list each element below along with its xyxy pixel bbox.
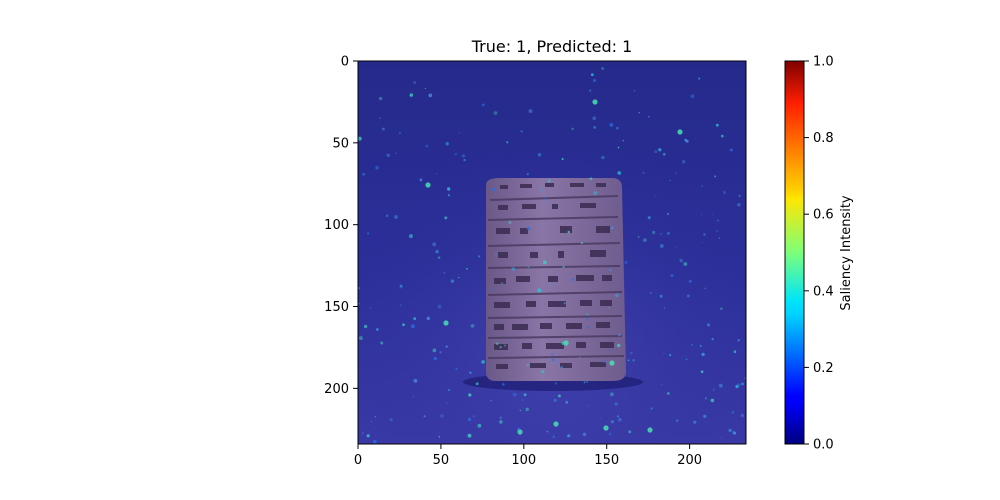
- colorbar-tick-label: 0.4: [813, 284, 834, 299]
- saliency-speckles: [358, 67, 746, 444]
- x-tick-label: 200: [677, 453, 702, 468]
- colorbar-ticks: 0.0 0.2 0.4 0.6 0.8 1.0: [804, 55, 834, 453]
- x-axis: 0 50 100 150 200: [354, 444, 702, 468]
- colorbar-gradient: [785, 61, 804, 444]
- y-tick-label: 100: [324, 218, 349, 233]
- y-axis: 0 50 100 150 200: [324, 55, 358, 397]
- x-tick-label: 0: [354, 453, 362, 468]
- colorbar-tick-label: 0.0: [813, 438, 834, 453]
- cuneiform-tablet: [486, 178, 626, 381]
- y-tick-label: 0: [341, 55, 349, 70]
- colorbar-tick-label: 0.2: [813, 361, 834, 376]
- chart-title: True: 1, Predicted: 1: [471, 37, 633, 56]
- y-tick-label: 200: [324, 382, 349, 397]
- colorbar: 0.0 0.2 0.4 0.6 0.8 1.0 Saliency Intensity: [784, 55, 854, 453]
- x-tick-label: 50: [433, 453, 450, 468]
- y-tick-label: 50: [332, 136, 349, 151]
- x-tick-label: 150: [594, 453, 619, 468]
- x-tick-label: 100: [511, 453, 536, 468]
- colorbar-tick-label: 0.8: [813, 131, 834, 146]
- y-tick-label: 150: [324, 300, 349, 315]
- heatmap-image: [358, 61, 746, 444]
- colorbar-label: Saliency Intensity: [839, 195, 854, 311]
- colorbar-tick-label: 0.6: [813, 208, 834, 223]
- colorbar-tick-label: 1.0: [813, 55, 834, 70]
- plot-frame: [357, 60, 747, 445]
